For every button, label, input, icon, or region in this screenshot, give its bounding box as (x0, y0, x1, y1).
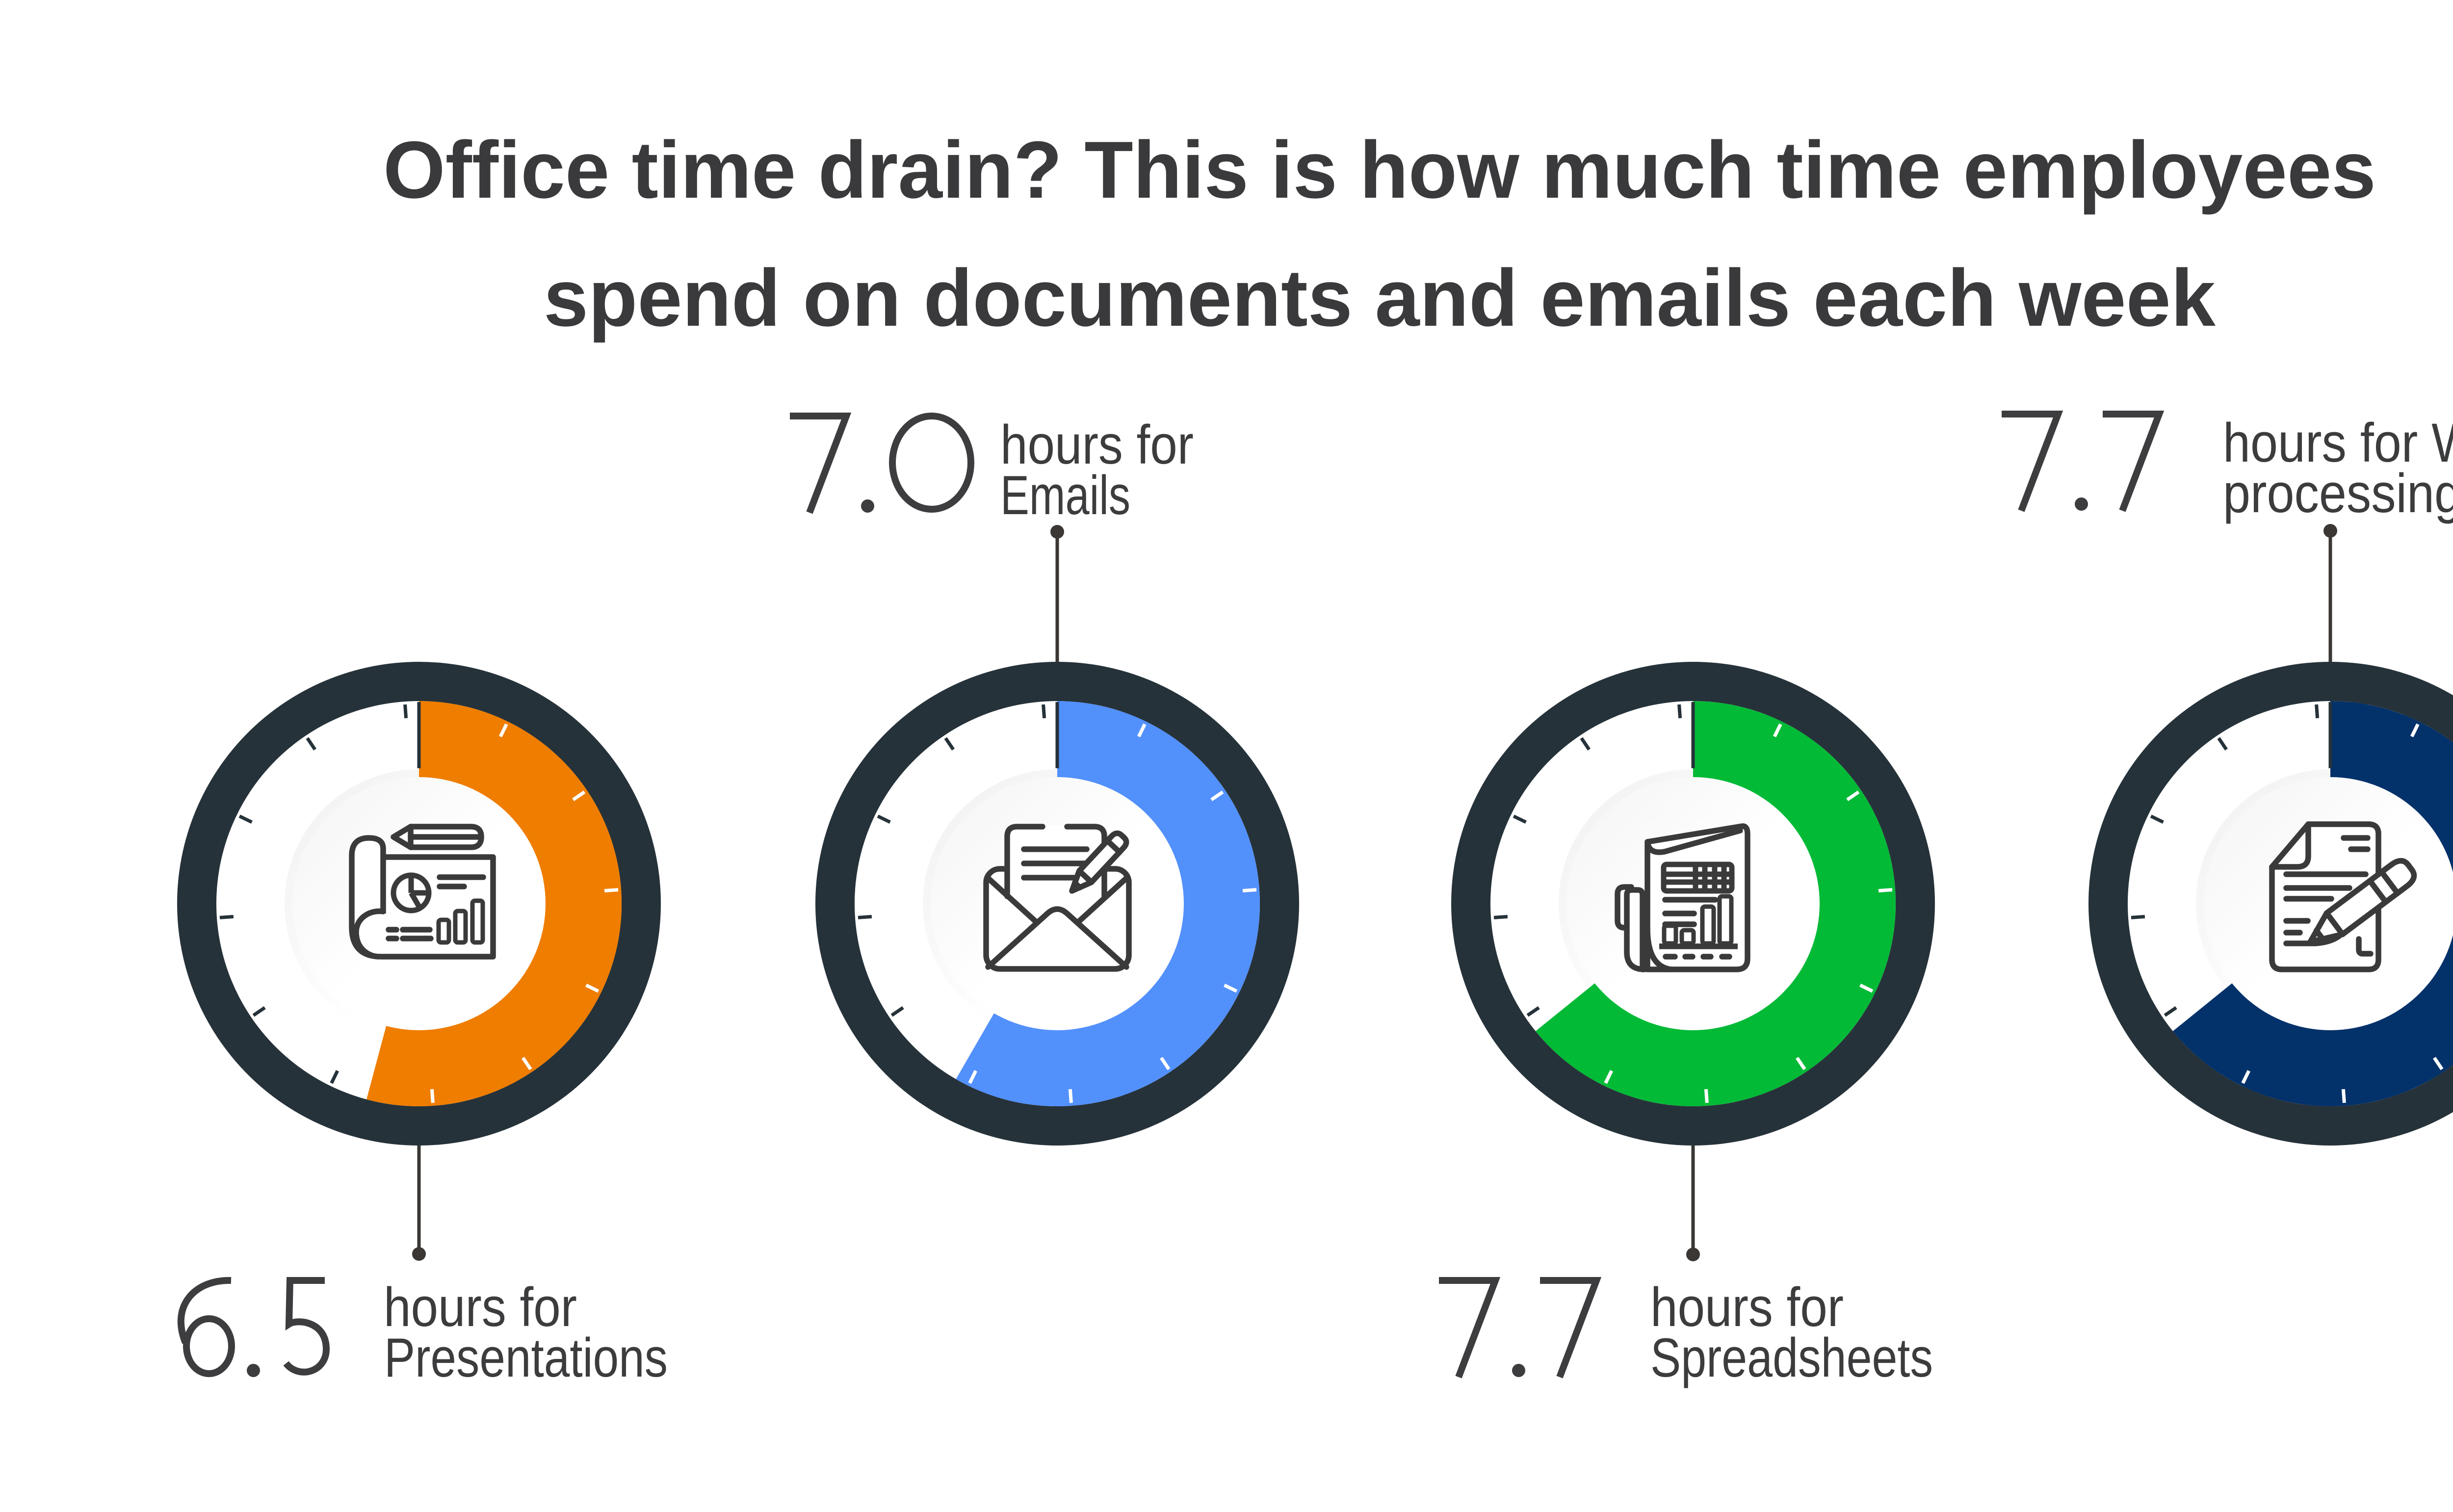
svg-text:Presentations: Presentations (384, 1327, 668, 1388)
svg-text:Office time drain? This is how: Office time drain? This is how much time… (383, 125, 2376, 215)
svg-text:processing: processing (2223, 463, 2453, 524)
svg-text:Spreadsheets: Spreadsheets (1650, 1327, 1933, 1388)
svg-text:Emails: Emails (1000, 465, 1130, 526)
svg-text:hours for: hours for (1000, 414, 1194, 475)
svg-text:hours for Word: hours for Word (2223, 412, 2453, 473)
svg-text:hours for: hours for (384, 1277, 577, 1338)
svg-text:spend on documents and emails: spend on documents and emails each week (544, 253, 2216, 343)
svg-text:hours for: hours for (1650, 1277, 1844, 1338)
